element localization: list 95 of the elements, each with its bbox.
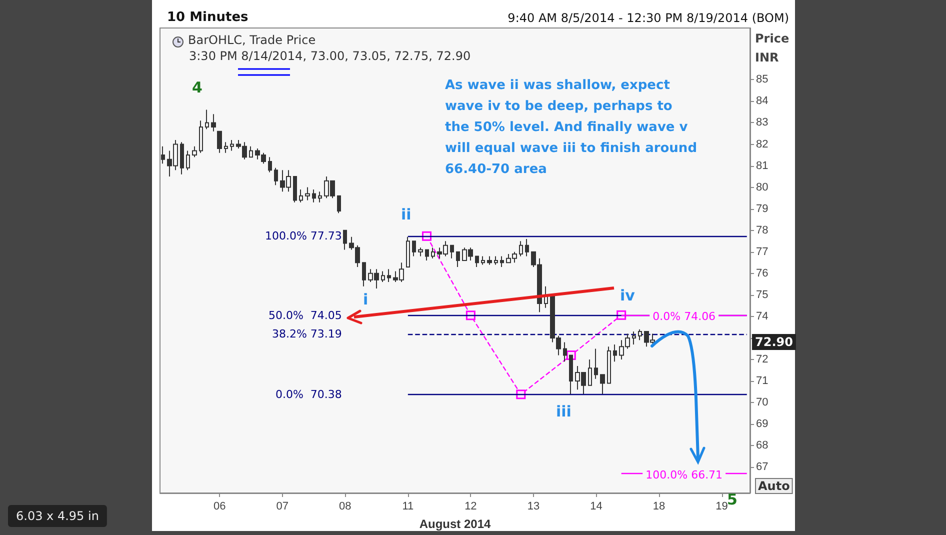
candlestick <box>406 236 410 268</box>
candlestick <box>487 256 492 266</box>
y-tick-label: 77 <box>756 246 768 258</box>
candlestick <box>211 114 216 132</box>
x-tick-label: 11 <box>402 500 414 512</box>
y-tick-label: 78 <box>756 224 768 236</box>
candlestick <box>569 354 573 394</box>
candlestick <box>381 270 385 283</box>
text: 72.90 <box>755 335 793 349</box>
annotation: 4 <box>192 78 202 96</box>
x-tick-label: 19 <box>716 500 728 512</box>
candlestick <box>594 348 598 380</box>
candlestick <box>192 146 197 158</box>
candlestick <box>217 130 222 154</box>
candlestick <box>431 247 435 259</box>
y-axis-title: Price INR <box>755 32 790 64</box>
candlestick <box>161 146 165 164</box>
x-tick-label: 12 <box>464 500 477 512</box>
candlestick <box>318 191 322 203</box>
y-tick-label: 67 <box>756 461 768 474</box>
y-tick-label: 71 <box>756 375 768 388</box>
ref-line-label: 0.0% 70.38 <box>275 388 342 401</box>
ref-line-label: 100.0% 77.73 <box>264 230 342 243</box>
candlestick <box>312 188 316 203</box>
x-tick-label: 14 <box>590 500 602 512</box>
annotation: 5 <box>727 490 738 508</box>
y-tick-label: 76 <box>756 267 768 280</box>
x-tick-label: 07 <box>276 500 289 512</box>
text: Auto <box>758 479 790 493</box>
candlestick <box>299 188 303 203</box>
candlestick <box>337 195 341 214</box>
candlestick <box>588 359 592 386</box>
y-tick-label: 68 <box>756 440 768 452</box>
candlestick <box>632 331 636 345</box>
candlestick <box>481 256 485 266</box>
ref-line-label: 100.0% 66.71 <box>646 468 723 482</box>
y-tick-label: 72 <box>756 354 768 366</box>
ref-line-label: 0.0% 74.06 <box>652 310 716 324</box>
y-tick-label: 79 <box>756 202 768 215</box>
candlestick <box>519 240 523 257</box>
candlestick <box>425 249 429 261</box>
candlestick <box>525 238 529 257</box>
y-tick-label: 74 <box>756 310 768 322</box>
annotation: i <box>363 290 368 308</box>
candlestick <box>249 146 253 158</box>
candlestick <box>387 268 391 283</box>
y-tick-label: 85 <box>756 74 768 86</box>
x-tick-label: 06 <box>214 500 226 512</box>
annotation: 3:30 PM 8/14/2014, 73.00, 73.05, 72.75, 72.90 <box>189 49 471 63</box>
x-tick-label: 08 <box>339 500 352 512</box>
candlestick <box>274 167 278 186</box>
y-tick-label: 84 <box>756 95 768 108</box>
y-tick-label: 69 <box>756 418 768 430</box>
candlestick <box>199 120 203 154</box>
candlestick <box>456 251 460 268</box>
candlestick <box>186 150 190 171</box>
candlestick <box>180 142 184 175</box>
candlestick <box>418 247 423 257</box>
candlestick <box>268 156 272 173</box>
y-tick-label: 81 <box>756 160 768 172</box>
candlestick <box>362 262 366 287</box>
candlestick <box>475 256 479 268</box>
x-tick-label: 18 <box>652 500 666 512</box>
y-tick-label: 80 <box>756 181 768 194</box>
y-tick-label: 82 <box>756 138 768 150</box>
candlestick <box>450 244 454 259</box>
candlestick <box>224 142 228 154</box>
y-tick-label: 83 <box>756 116 768 129</box>
chart-subtitle: 9:40 AM 8/5/2014 - 12:30 PM 8/19/2014 (BOM) <box>508 11 790 25</box>
x-axis-title: August 2014 <box>419 517 491 531</box>
candlestick <box>293 176 297 203</box>
text: 6.03 x 4.95 in <box>16 509 99 523</box>
candlestick <box>230 139 234 152</box>
annotation: iv <box>620 286 636 304</box>
candlestick <box>500 256 504 268</box>
chart-title: 10 Minutes <box>167 10 249 25</box>
candlestick <box>412 240 416 257</box>
candlestick <box>607 346 611 384</box>
candlestick <box>563 342 567 362</box>
y-tick-label: 75 <box>756 288 768 301</box>
candlestick <box>494 256 498 266</box>
ref-line-label: 38.2% 73.19 <box>272 327 342 340</box>
candlestick <box>343 230 347 250</box>
ref-line-label: 50.0% 74.05 <box>268 308 342 322</box>
annotation: BarOHLC, Trade Price <box>188 33 316 47</box>
y-tick-label: 70 <box>756 396 768 409</box>
annotation: ii <box>401 206 412 224</box>
annotation: As wave ii was shallow, expect wave iv to be deep, perhaps to the 50% level. And finally wave v will equal wave iii to finish around 66.40-70 area <box>445 78 697 177</box>
candlestick <box>205 109 209 130</box>
x-tick-label: 13 <box>527 500 540 512</box>
candlestick <box>613 344 617 362</box>
annotation: iii <box>556 402 572 420</box>
candlestick <box>600 374 605 394</box>
candlestick <box>305 186 310 201</box>
candlestick <box>638 328 642 341</box>
